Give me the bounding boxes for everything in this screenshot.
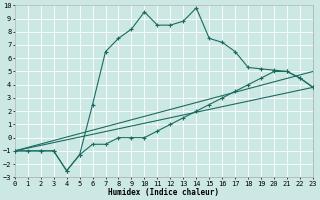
X-axis label: Humidex (Indice chaleur): Humidex (Indice chaleur): [108, 188, 220, 197]
